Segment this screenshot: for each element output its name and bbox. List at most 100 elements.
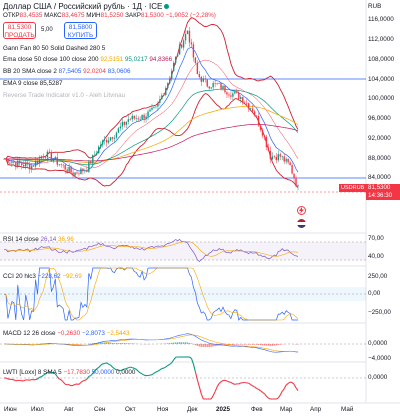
rsi-band [0, 242, 366, 260]
lwti-segment [194, 371, 198, 380]
axis-label: 108,0000 [368, 56, 395, 63]
macd-bar [226, 344, 228, 346]
buy-button[interactable]: 81,5800 КУПИТЬ [64, 22, 97, 39]
lwti-segment [118, 369, 121, 372]
cci-legend[interactable]: CCI 20 hlc3 −228,62 −92,69 [3, 273, 82, 280]
lwti-segment [260, 390, 263, 393]
lwti-segment [167, 363, 171, 366]
lwti-segment [47, 371, 50, 373]
candle-body [194, 57, 197, 63]
lwti-segment [153, 371, 157, 374]
candle-body [293, 173, 295, 179]
candle-body [133, 115, 135, 119]
macd-bar [117, 343, 120, 344]
lwti-segment [104, 362, 107, 365]
axis-label: 104,0000 [368, 76, 395, 83]
lwti-segment [151, 372, 155, 376]
us-flag-icon[interactable] [297, 219, 306, 228]
symbol-tag: USDRUB [339, 184, 367, 192]
candle-body [176, 54, 179, 57]
candle-body [180, 44, 183, 48]
candle-body [25, 162, 27, 167]
ema9-line [4, 46, 299, 173]
candle-body [155, 106, 157, 108]
lwti-segment [100, 363, 104, 366]
lwti-segment [226, 380, 230, 383]
macd-bar [184, 342, 187, 344]
lwti-segment [210, 395, 214, 400]
macd-bar [127, 343, 129, 344]
macd-bar [251, 344, 254, 345]
candle-body [66, 169, 68, 172]
lwti-segment [262, 391, 265, 395]
candle-body [275, 156, 277, 161]
macd-bar [170, 342, 173, 344]
lwti-segment [141, 373, 145, 376]
macd-bar [190, 343, 193, 344]
macd-bar [214, 344, 216, 347]
macd-bar [74, 344, 76, 345]
macd-bar [178, 342, 181, 344]
candle-body [186, 30, 189, 35]
market-status-icon [164, 4, 170, 10]
candle-body [46, 151, 49, 158]
chart-title: Доллар США / Российский рубль · 1Д · ICE [3, 2, 170, 11]
lwti-segment [45, 372, 48, 375]
x-axis-label: Мар [280, 406, 293, 413]
rsi-legend[interactable]: RSI 14 close 26,14 36,96 [3, 236, 74, 243]
axis-label: 88,0000 [368, 155, 391, 162]
candle-body [48, 151, 51, 153]
candle-body [153, 107, 155, 108]
lwti-segment [5, 377, 9, 380]
macd-bar [113, 343, 116, 344]
macd-bar [263, 344, 266, 346]
macd-legend[interactable]: MACD 12 26 close −0,2630 −2,8073 −2,5443 [3, 330, 130, 337]
x-axis-label: 2025 [216, 406, 231, 413]
cci-band [0, 287, 366, 301]
candle-body [206, 79, 208, 87]
candle-body [208, 86, 210, 89]
lwti-segment [250, 384, 253, 387]
macd-bar [194, 344, 196, 346]
macd-bar [107, 342, 110, 344]
macd-bar [265, 344, 268, 346]
lwti-segment [279, 391, 283, 396]
candle-body [295, 178, 297, 187]
candle-body [17, 160, 19, 167]
indicator-gann-fan[interactable]: Gann Fan 80 50 Solid Dashed 280 5 [3, 45, 106, 52]
candle-body [255, 115, 258, 116]
lwti-legend[interactable]: LWTI [Loxx] 8 SMA 5 −17,7830 50,0000 0,0… [3, 369, 136, 376]
indicator-ema9[interactable]: EMA 9 close 85,5287 [3, 80, 63, 87]
candle-body [165, 88, 167, 95]
x-axis-label: Дек [187, 406, 198, 413]
macd-bar [109, 342, 112, 344]
lwti-segment [161, 367, 164, 370]
candle-body [228, 94, 230, 96]
macd-histogram [4, 333, 299, 353]
candle-body [265, 136, 268, 148]
candle-body [242, 97, 244, 103]
lightning-event-icon[interactable] [297, 206, 306, 215]
candle-body [230, 95, 232, 97]
macd-bar [239, 344, 242, 345]
lwti-line [3, 356, 299, 400]
macd-bar [172, 342, 175, 344]
candle-body [263, 135, 266, 137]
lwti-segment [169, 362, 173, 365]
macd-bar [279, 344, 281, 345]
candle-body [147, 111, 149, 117]
macd-bar [119, 343, 122, 344]
lwti-segment [72, 383, 76, 386]
macd-bar [76, 344, 78, 345]
indicator-ema-multi[interactable]: Ema close 50 close 100 close 200 92,5151… [3, 56, 173, 63]
axis-label: 96,0000 [368, 115, 391, 122]
rsi-ma-line [3, 241, 299, 257]
indicator-bb[interactable]: BB 20 SMA close 2 87,5405 92,0204 83,060… [3, 68, 131, 75]
bb-lower-line [3, 93, 299, 188]
candle-body [149, 109, 151, 112]
candle-body [167, 83, 169, 89]
sell-button[interactable]: 81,5300 ПРОДАТЬ [3, 22, 36, 39]
lwti-segment [212, 391, 216, 396]
indicator-reverse-trade[interactable]: Reverse Trade Indicator v1.0 - Aleh Litv… [3, 92, 126, 99]
